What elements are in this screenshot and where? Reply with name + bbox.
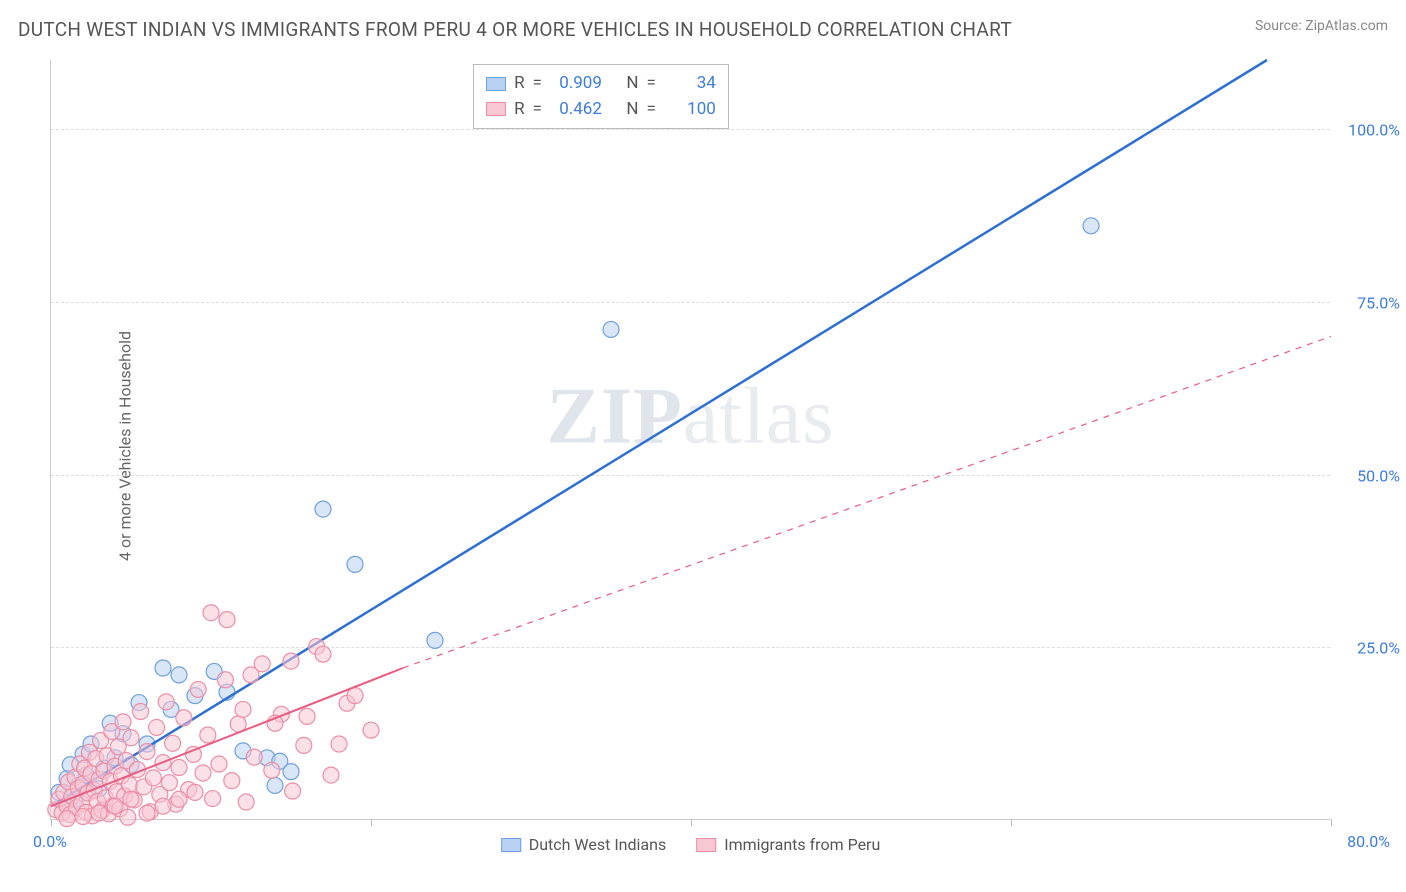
legend-swatch — [486, 77, 506, 91]
plot-area: ZIPatlas 25.0%50.0%75.0%100.0% R=0.909 N… — [50, 60, 1330, 820]
scatter-point — [603, 321, 619, 337]
scatter-point — [145, 770, 161, 786]
scatter-point — [158, 694, 174, 710]
scatter-point — [219, 612, 235, 628]
scatter-point — [187, 784, 203, 800]
scatter-point — [155, 660, 171, 676]
n-value: 34 — [664, 71, 716, 97]
scatter-point — [203, 605, 219, 621]
scatter-point — [427, 632, 443, 648]
scatter-point — [123, 791, 139, 807]
scatter-point — [205, 791, 221, 807]
scatter-point — [347, 556, 363, 572]
x-tick — [1011, 819, 1012, 826]
chart-svg — [51, 60, 1330, 819]
scatter-point — [283, 653, 299, 669]
trend-line — [51, 60, 1267, 806]
scatter-point — [323, 767, 339, 783]
x-tick — [51, 819, 52, 826]
scatter-point — [139, 744, 155, 760]
scatter-point — [115, 714, 131, 730]
scatter-point — [149, 719, 165, 735]
y-tick-label: 25.0% — [1357, 639, 1400, 658]
y-tick-label: 50.0% — [1357, 466, 1400, 485]
scatter-point — [200, 727, 216, 743]
scatter-point — [211, 756, 227, 772]
scatter-point — [133, 704, 149, 720]
legend-item: Dutch West Indians — [501, 835, 667, 854]
scatter-point — [217, 672, 233, 688]
scatter-point — [139, 805, 155, 821]
x-tick — [1331, 819, 1332, 826]
x-tick-label-min: 0.0% — [33, 832, 67, 851]
scatter-point — [123, 730, 139, 746]
scatter-point — [299, 708, 315, 724]
scatter-point — [120, 809, 136, 825]
x-tick-label-max: 80.0% — [1347, 832, 1390, 851]
scatter-point — [224, 773, 240, 789]
scatter-point — [296, 737, 312, 753]
scatter-point — [171, 759, 187, 775]
scatter-point — [283, 764, 299, 780]
scatter-point — [246, 749, 262, 765]
legend-label: Dutch West Indians — [529, 835, 667, 854]
scatter-point — [59, 811, 75, 827]
scatter-point — [1083, 218, 1099, 234]
scatter-point — [121, 777, 137, 793]
scatter-point — [331, 736, 347, 752]
scatter-point — [176, 710, 192, 726]
scatter-point — [264, 762, 280, 778]
r-value: 0.462 — [550, 97, 602, 123]
scatter-point — [107, 798, 123, 814]
legend-swatch — [696, 838, 716, 852]
scatter-point — [363, 722, 379, 738]
scatter-point — [165, 735, 181, 751]
stats-row: R=0.909 N=34 — [486, 71, 716, 97]
scatter-point — [190, 681, 206, 697]
legend-item: Immigrants from Peru — [696, 835, 880, 854]
scatter-point — [267, 777, 283, 793]
scatter-point — [243, 667, 259, 683]
scatter-point — [161, 775, 177, 791]
x-tick — [691, 819, 692, 826]
trend-line-dashed — [403, 336, 1331, 668]
stats-row: R=0.462 N=100 — [486, 97, 716, 123]
scatter-point — [238, 794, 254, 810]
scatter-point — [235, 701, 251, 717]
r-value: 0.909 — [550, 71, 602, 97]
scatter-point — [91, 805, 107, 821]
chart-title: DUTCH WEST INDIAN VS IMMIGRANTS FROM PER… — [18, 18, 1012, 41]
scatter-point — [315, 501, 331, 517]
legend-swatch — [486, 102, 506, 116]
scatter-point — [75, 809, 91, 825]
legend-swatch — [501, 838, 521, 852]
stats-legend-box: R=0.909 N=34R=0.462 N=100 — [473, 64, 729, 129]
legend-label: Immigrants from Peru — [724, 835, 880, 854]
footer-legend: Dutch West Indians Immigrants from Peru — [501, 835, 881, 854]
scatter-point — [285, 783, 301, 799]
source-label: Source: ZipAtlas.com — [1255, 18, 1388, 34]
y-tick-label: 75.0% — [1357, 293, 1400, 312]
scatter-point — [195, 765, 211, 781]
scatter-point — [315, 646, 331, 662]
x-tick — [371, 819, 372, 826]
y-tick-label: 100.0% — [1348, 121, 1400, 140]
n-value: 100 — [664, 97, 716, 123]
scatter-point — [171, 667, 187, 683]
scatter-point — [171, 791, 187, 807]
scatter-point — [155, 798, 171, 814]
